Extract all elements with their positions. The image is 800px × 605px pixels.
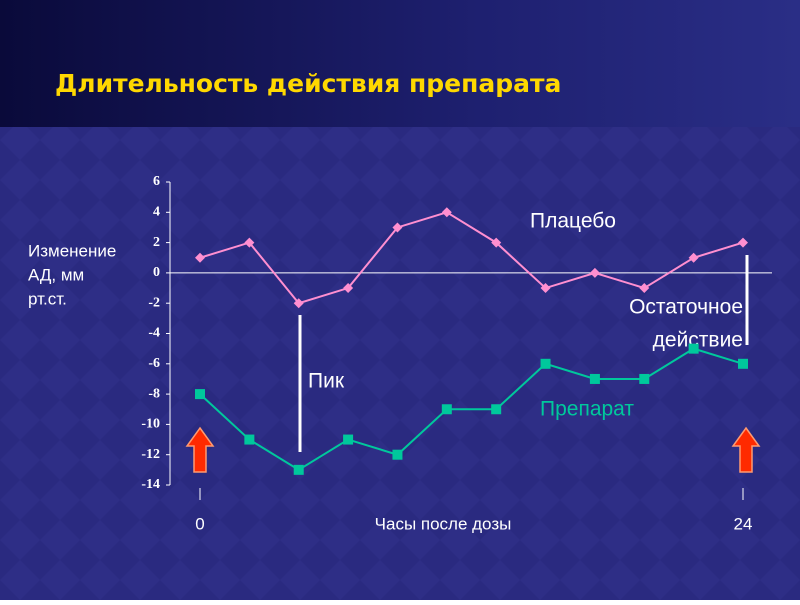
y-tick-label: 6 <box>153 174 160 189</box>
y-tick-label: -2 <box>148 295 160 310</box>
marker <box>589 373 600 384</box>
marker <box>195 252 205 263</box>
marker <box>540 283 551 294</box>
marker <box>244 237 255 248</box>
annotation: Остаточное <box>629 296 743 319</box>
x-tick-label: 0 <box>195 514 204 533</box>
marker <box>491 404 502 415</box>
marker <box>540 358 551 369</box>
series-line <box>199 347 744 472</box>
title-band <box>0 0 800 127</box>
y-tick-label: 0 <box>153 265 160 280</box>
y-tick-label: 2 <box>153 235 160 250</box>
marker <box>293 464 304 475</box>
arrow <box>185 426 215 473</box>
marker <box>343 283 354 294</box>
marker <box>293 298 304 309</box>
marker <box>195 389 205 400</box>
marker <box>738 358 748 369</box>
y-label: АД, мм <box>28 265 84 284</box>
y-tick-label: -4 <box>148 326 160 341</box>
marker <box>392 449 403 460</box>
annotation: Пик <box>308 370 345 393</box>
chart-title: Длительность действия препарата <box>55 69 561 98</box>
series-label: Плацебо <box>530 210 616 233</box>
arrow <box>731 426 761 473</box>
x-tick-label: 24 <box>734 514 753 533</box>
marker <box>589 267 600 278</box>
marker <box>688 252 699 263</box>
marker <box>244 434 255 445</box>
marker <box>343 434 354 445</box>
y-tick-label: 4 <box>153 205 160 220</box>
marker <box>639 283 650 294</box>
y-label: рт.ст. <box>28 289 67 308</box>
marker <box>639 373 650 384</box>
y-tick-label: -8 <box>148 386 160 401</box>
y-tick-label: -10 <box>141 417 160 432</box>
marker <box>688 343 699 354</box>
marker <box>441 404 452 415</box>
marker <box>738 237 748 248</box>
marker <box>491 237 502 248</box>
marker <box>441 207 452 218</box>
series-label: Препарат <box>540 398 634 421</box>
annotation: действие <box>653 329 743 352</box>
y-label: Изменение <box>28 241 116 260</box>
series-line <box>199 211 744 305</box>
x-label: Часы после дозы <box>375 514 512 533</box>
marker <box>392 222 403 233</box>
y-tick-label: -6 <box>148 356 160 371</box>
y-tick-label: -12 <box>141 447 160 462</box>
y-tick-label: -14 <box>141 477 160 492</box>
